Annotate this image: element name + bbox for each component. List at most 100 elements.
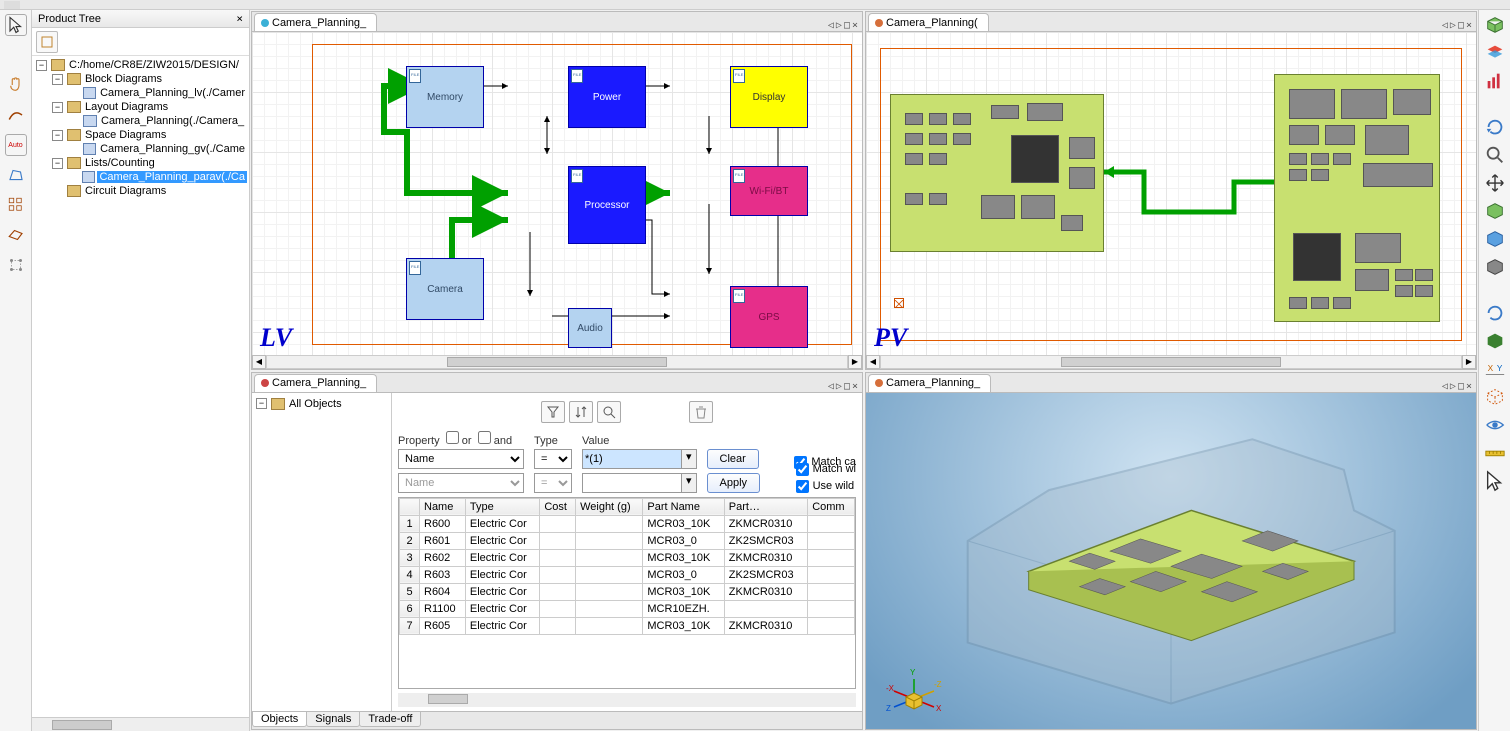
view3d-canvas[interactable]: -X -Z Y X Z [866, 393, 1476, 730]
use-wildcard-checkbox[interactable] [796, 480, 809, 493]
tree-node[interactable]: Camera_Planning_lv(./Camer [34, 86, 247, 100]
lv-tab[interactable]: Camera_Planning_ [254, 13, 377, 31]
filter-tree[interactable]: −All Objects [252, 393, 392, 712]
tree-node[interactable]: Camera_Planning(./Camera_ [34, 114, 247, 128]
block-memory[interactable]: Memory [406, 66, 484, 128]
table-row[interactable]: 1R600Electric CorMCR03_10KZKMCR0310 [400, 515, 855, 532]
table-row[interactable]: 3R602Electric CorMCR03_10KZKMCR0310 [400, 549, 855, 566]
prev-icon[interactable]: ◁ [828, 20, 834, 31]
value-input[interactable] [582, 449, 682, 469]
block-power[interactable]: Power [568, 66, 646, 128]
next-icon[interactable]: ▷ [836, 20, 842, 31]
block-processor[interactable]: Processor [568, 166, 646, 244]
move-icon[interactable] [1484, 172, 1506, 194]
tree-node[interactable]: Camera_Planning_gv(./Came [34, 142, 247, 156]
tree-node[interactable]: Circuit Diagrams [34, 184, 247, 198]
filter-button[interactable] [541, 401, 565, 423]
table-scrollbar[interactable] [398, 693, 856, 707]
maximize-icon[interactable]: □ [1458, 381, 1464, 392]
collapse-icon[interactable]: − [256, 398, 267, 409]
type-select[interactable]: = [534, 449, 572, 469]
cube-green-icon[interactable] [1484, 200, 1506, 222]
tree-node[interactable]: −Lists/Counting [34, 156, 247, 170]
cube-blue-icon[interactable] [1484, 228, 1506, 250]
block-gps[interactable]: GPS [730, 286, 808, 348]
toolbar-icon[interactable] [4, 1, 20, 9]
ruler-icon[interactable] [1484, 442, 1506, 464]
table-row[interactable]: 6R1100Electric CorMCR10EZH. [400, 600, 855, 617]
grid-select-icon[interactable] [5, 194, 27, 216]
refresh2-icon[interactable] [1484, 302, 1506, 324]
list-tab[interactable]: Camera_Planning_ [254, 374, 377, 392]
tree-toolbar-button[interactable] [36, 31, 58, 53]
table-row[interactable]: 2R601Electric CorMCR03_0ZK2SMCR03 [400, 532, 855, 549]
close-icon[interactable]: × [852, 20, 858, 31]
apply-button[interactable]: Apply [707, 473, 761, 493]
close-icon[interactable]: × [1466, 20, 1472, 31]
hand-icon[interactable] [5, 74, 27, 96]
plane-xy-icon[interactable]: XY [1484, 358, 1506, 380]
solid-icon[interactable] [1484, 330, 1506, 352]
next-icon[interactable]: ▷ [836, 381, 842, 392]
next-icon[interactable]: ▷ [1450, 20, 1456, 31]
table-row[interactable]: 4R603Electric CorMCR03_0ZK2SMCR03 [400, 566, 855, 583]
trash-button[interactable] [689, 401, 713, 423]
shade-icon[interactable] [1484, 256, 1506, 278]
blank-icon[interactable] [5, 44, 27, 66]
maximize-icon[interactable]: □ [844, 20, 850, 31]
close-icon[interactable]: × [852, 381, 858, 392]
nodes-icon[interactable] [5, 254, 27, 276]
value-input-2[interactable] [582, 473, 682, 493]
table-header[interactable]: Cost [540, 498, 576, 515]
type-select-2[interactable]: = [534, 473, 572, 493]
close-icon[interactable]: × [236, 12, 243, 25]
pv-canvas[interactable]: PV [866, 32, 1476, 355]
next-icon[interactable]: ▷ [1450, 381, 1456, 392]
tree-node[interactable]: −Space Diagrams [34, 128, 247, 142]
and-checkbox[interactable] [478, 431, 491, 444]
maximize-icon[interactable]: □ [1458, 20, 1464, 31]
table-row[interactable]: 7R605Electric CorMCR03_10KZKMCR0310 [400, 617, 855, 634]
pv-tab[interactable]: Camera_Planning( [868, 13, 989, 31]
or-checkbox[interactable] [446, 431, 459, 444]
tree-node[interactable]: −Layout Diagrams [34, 100, 247, 114]
zoom-icon[interactable] [1484, 144, 1506, 166]
maximize-icon[interactable]: □ [844, 381, 850, 392]
chart-icon[interactable] [1484, 70, 1506, 92]
sort-button[interactable] [569, 401, 593, 423]
tree-node[interactable]: Camera_Planning_parav(./Ca [34, 170, 247, 184]
match-whole-checkbox[interactable] [796, 463, 809, 476]
tree-body[interactable]: −C:/home/CR8E/ZIW2015/DESIGN/−Block Diag… [32, 56, 249, 717]
view3d-tab[interactable]: Camera_Planning_ [868, 374, 991, 392]
lv-canvas[interactable]: LV MemoryPowerDisplayProcessorWi-Fi/BTCa… [252, 32, 862, 355]
pv-scrollbar[interactable]: ◀▶ [866, 355, 1476, 369]
block-display[interactable]: Display [730, 66, 808, 128]
lv-scrollbar[interactable]: ◀▶ [252, 355, 862, 369]
project-icon[interactable] [5, 224, 27, 246]
prev-icon[interactable]: ◁ [1442, 381, 1448, 392]
prev-icon[interactable]: ◁ [828, 381, 834, 392]
bottom-tab-signals[interactable]: Signals [306, 712, 360, 727]
bottom-tab-trade-off[interactable]: Trade-off [359, 712, 421, 727]
layers-icon[interactable] [1484, 42, 1506, 64]
block-wifibt[interactable]: Wi-Fi/BT [730, 166, 808, 216]
property-select[interactable]: Name [398, 449, 524, 469]
tree-node[interactable]: −C:/home/CR8E/ZIW2015/DESIGN/ [34, 58, 247, 72]
find-button[interactable] [597, 401, 621, 423]
close-icon[interactable]: × [1466, 381, 1472, 392]
cursor2-icon[interactable] [1484, 470, 1506, 492]
view-icon[interactable] [1484, 414, 1506, 436]
prev-icon[interactable]: ◁ [1442, 20, 1448, 31]
polygon-icon[interactable] [5, 164, 27, 186]
table-wrap[interactable]: NameTypeCostWeight (g)Part NamePart…Comm… [398, 497, 856, 690]
block-audio[interactable]: Audio [568, 308, 612, 348]
table-header[interactable]: Part… [724, 498, 807, 515]
tree-node[interactable]: −Block Diagrams [34, 72, 247, 86]
refresh-icon[interactable] [1484, 116, 1506, 138]
clear-button[interactable]: Clear [707, 449, 759, 469]
table-header[interactable]: Part Name [643, 498, 724, 515]
wireframe-icon[interactable] [1484, 386, 1506, 408]
bottom-tab-objects[interactable]: Objects [252, 712, 307, 727]
cursor-icon[interactable] [5, 14, 27, 36]
curve-icon[interactable] [5, 104, 27, 126]
